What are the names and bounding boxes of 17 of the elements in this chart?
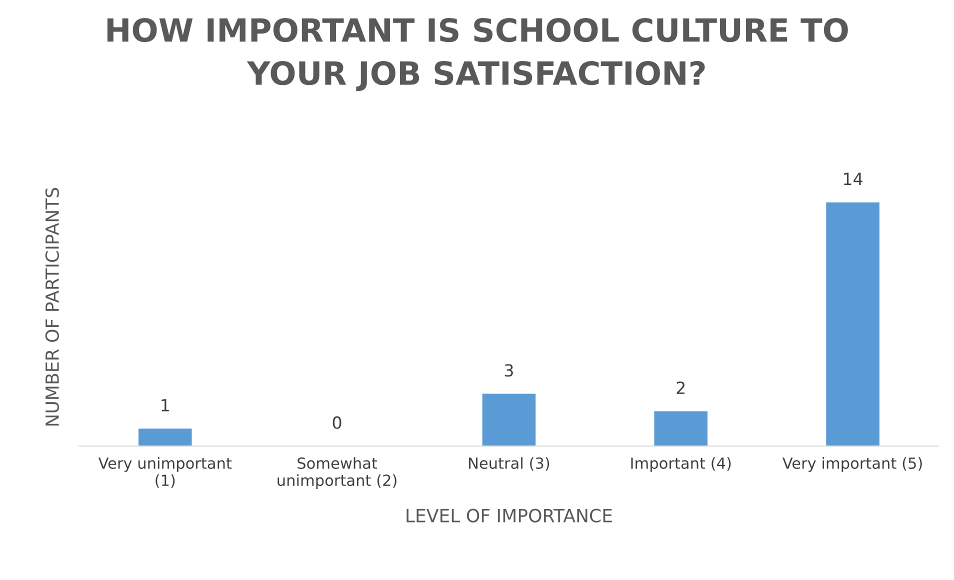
data-label: 0 (332, 416, 342, 429)
x-tick-label: Very important (5) (782, 457, 922, 472)
bar (654, 411, 708, 446)
y-axis-title: NUMBER OF PARTICIPANTS (45, 188, 60, 426)
data-label: 3 (504, 364, 513, 377)
bar (482, 394, 536, 446)
data-label: 14 (844, 172, 862, 185)
bar (138, 428, 192, 446)
x-tick-label: Neutral (3) (469, 457, 550, 471)
bar (826, 202, 880, 446)
chart-title: HOW IMPORTANT IS SCHOOL CULTURE TO YOUR JOB SATISFACTION? (107, 18, 848, 92)
x-tick-label: Very unimportant (1) (98, 457, 232, 488)
x-axis-title: LEVEL OF IMPORTANCE (406, 508, 612, 522)
data-label: 2 (676, 381, 685, 394)
data-label: 1 (162, 399, 169, 412)
x-tick-label: Important (4) (631, 457, 731, 472)
x-tick-label: Somewhat unimportant (2) (278, 457, 396, 490)
